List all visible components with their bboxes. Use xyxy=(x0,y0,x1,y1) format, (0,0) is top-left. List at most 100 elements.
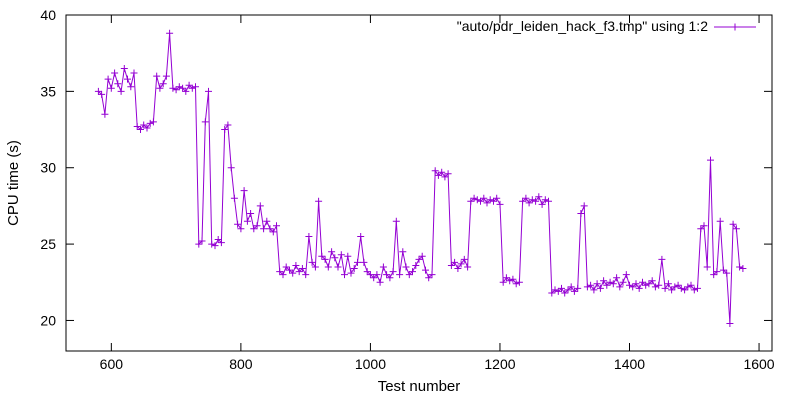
data-point xyxy=(195,240,203,248)
data-point xyxy=(305,233,313,240)
data-point xyxy=(250,225,258,233)
data-point xyxy=(124,75,131,83)
data-point xyxy=(726,320,734,327)
data-point xyxy=(295,268,303,276)
data-point xyxy=(192,83,199,91)
data-point xyxy=(221,126,229,133)
data-point xyxy=(188,84,196,92)
data-point xyxy=(237,225,245,233)
data-point xyxy=(260,225,268,233)
data-point xyxy=(674,281,682,289)
data-point xyxy=(182,87,190,95)
data-point xyxy=(729,220,737,228)
data-point xyxy=(428,271,436,279)
data-point xyxy=(98,90,106,98)
data-point xyxy=(451,258,459,266)
data-point xyxy=(658,255,666,263)
data-point xyxy=(143,124,151,132)
data-point xyxy=(146,119,154,127)
data-point xyxy=(341,271,348,279)
x-tick-label: 800 xyxy=(229,356,253,372)
data-point xyxy=(525,199,533,207)
data-point xyxy=(273,222,280,230)
data-point xyxy=(574,284,582,292)
data-point xyxy=(279,271,287,279)
data-point xyxy=(357,233,365,240)
data-point xyxy=(198,237,206,245)
x-tick-label: 1400 xyxy=(614,356,645,372)
data-point xyxy=(399,248,407,256)
data-point xyxy=(464,263,472,271)
data-point xyxy=(506,277,514,285)
data-point xyxy=(538,200,546,208)
data-point xyxy=(201,118,209,126)
legend-series-label: "auto/pdr_leiden_hack_f3.tmp" using 1:2 xyxy=(457,18,708,34)
data-point xyxy=(616,283,624,291)
data-point xyxy=(179,84,187,92)
data-point xyxy=(490,197,497,205)
data-point xyxy=(694,284,701,292)
series-layer xyxy=(94,29,747,327)
data-point xyxy=(535,193,543,201)
data-point xyxy=(473,196,481,204)
data-point xyxy=(545,197,552,205)
data-point xyxy=(217,239,225,247)
data-point xyxy=(483,199,491,207)
data-point xyxy=(149,118,157,126)
data-point xyxy=(354,258,361,266)
data-point xyxy=(493,194,501,202)
data-point xyxy=(205,87,212,95)
data-point xyxy=(438,168,446,176)
data-point xyxy=(499,278,507,286)
data-point xyxy=(713,268,721,276)
data-point xyxy=(528,196,536,204)
data-point xyxy=(642,281,650,289)
data-point xyxy=(159,80,167,88)
data-point xyxy=(606,278,614,286)
data-point xyxy=(664,280,672,288)
data-point xyxy=(276,268,284,276)
data-point xyxy=(253,222,261,230)
data-point xyxy=(101,110,109,118)
x-tick-label: 1000 xyxy=(355,356,386,372)
data-point xyxy=(127,83,135,91)
data-point xyxy=(185,81,193,89)
data-point xyxy=(120,65,128,72)
data-point xyxy=(431,167,439,175)
data-point xyxy=(224,121,232,129)
data-point xyxy=(169,84,177,92)
data-point xyxy=(269,228,277,236)
data-point xyxy=(117,87,125,95)
data-point xyxy=(324,263,332,271)
data-point xyxy=(561,289,569,297)
data-point xyxy=(460,255,468,263)
data-point xyxy=(286,266,293,274)
data-point xyxy=(350,265,358,272)
data-point xyxy=(441,173,449,181)
data-point xyxy=(130,69,138,77)
data-point xyxy=(622,271,630,279)
data-point xyxy=(519,197,527,205)
data-point xyxy=(661,284,669,292)
data-point xyxy=(363,268,371,276)
data-point xyxy=(668,286,676,294)
data-point xyxy=(723,269,731,277)
data-point xyxy=(509,275,517,283)
data-point xyxy=(256,202,264,210)
data-point xyxy=(114,80,122,88)
data-point xyxy=(700,222,708,230)
data-point xyxy=(266,225,274,233)
data-point xyxy=(347,269,355,277)
data-point xyxy=(710,271,718,279)
data-point xyxy=(289,269,297,277)
data-point xyxy=(593,280,601,288)
legend-series-marker xyxy=(731,23,739,31)
data-point xyxy=(227,164,235,172)
data-point xyxy=(292,262,300,269)
data-point xyxy=(405,271,413,279)
data-point xyxy=(402,263,410,271)
data-point xyxy=(681,286,689,294)
x-tick-label: 600 xyxy=(100,356,124,372)
data-point xyxy=(736,263,744,271)
